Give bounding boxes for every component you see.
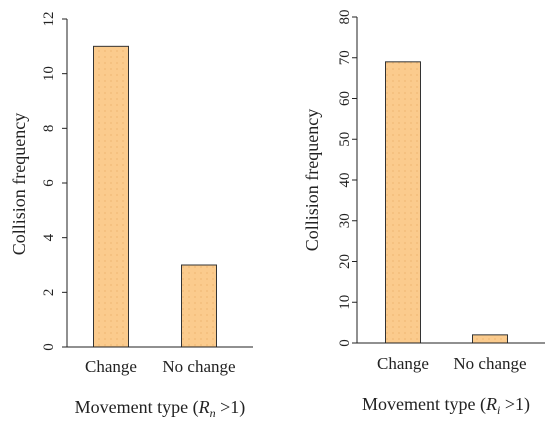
left-y-tick-label: 12: [41, 12, 57, 27]
left-x-category-label: Change: [85, 357, 137, 376]
left-y-tick-label: 10: [41, 66, 57, 81]
right-x-axis-title: Movement type (Ri >1): [362, 394, 530, 417]
right-y-tick-label: 10: [337, 295, 353, 310]
left-y-tick-label: 8: [41, 125, 57, 133]
right-y-tick-label: 30: [337, 213, 353, 228]
left-y-tick-label: 4: [41, 233, 57, 241]
right-x-category-label: No change: [453, 354, 526, 373]
right-x-category-label: Change: [377, 354, 429, 373]
right-y-axis-title: Collision frequency: [302, 109, 322, 251]
right-y-tick-label: 50: [337, 132, 353, 147]
right-y-tick-label: 80: [337, 10, 353, 25]
left-y-axis-title: Collision frequency: [9, 113, 29, 255]
left-y-tick-label: 6: [41, 179, 57, 187]
right-bar-change: [385, 61, 421, 344]
right-y-tick-label: 0: [337, 339, 353, 347]
left-x-axis-title: Movement type (Rn >1): [75, 397, 246, 420]
right-y-tick-label: 20: [337, 254, 353, 269]
right-y-tick-label: 40: [337, 173, 353, 188]
right-bar-no-change: [472, 334, 508, 344]
left-bar-change: [93, 45, 129, 348]
left-bar-no-change: [181, 264, 217, 348]
right-y-tick-label: 70: [337, 50, 353, 65]
right-y-tick-label: 60: [337, 91, 353, 106]
left-y-tick-label: 0: [41, 343, 57, 351]
left-x-category-label: No change: [162, 357, 235, 376]
left-bar-chart: Collision frequency Movement type (Rn >1…: [9, 12, 253, 420]
left-y-tick-label: 2: [41, 289, 57, 297]
right-bar-chart: Collision frequency Movement type (Ri >1…: [302, 10, 545, 417]
